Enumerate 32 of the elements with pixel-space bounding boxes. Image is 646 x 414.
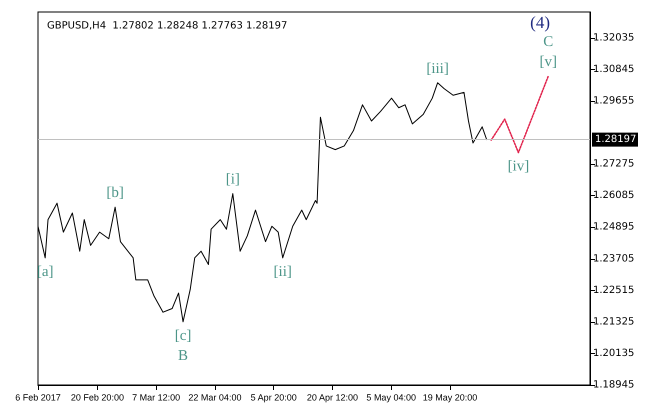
annotation: [v] <box>540 54 558 70</box>
x-tick-label: 22 Mar 04:00 <box>188 392 242 402</box>
ref-line-label: 1.28197 <box>595 134 636 146</box>
y-tick-label: 1.21325 <box>593 316 634 328</box>
annotation: [iv] <box>508 158 530 175</box>
y-tick-label: 1.29655 <box>593 95 634 106</box>
line-series <box>490 75 550 154</box>
y-tick-label: 1.23705 <box>593 253 634 264</box>
text: GBPUSD,H4 1.27802 1.28248 1.27763 1.28197 <box>47 20 288 32</box>
y-tick-label: 1.24895 <box>593 222 634 233</box>
y-tick-label: 1.22515 <box>593 284 634 296</box>
x-tick-label: 7 Mar 12:00 <box>132 392 180 402</box>
annotation: C <box>543 34 554 50</box>
annotation: B <box>178 348 188 364</box>
annotation: (4) <box>530 13 550 32</box>
y-tick-label: 1.18945 <box>593 380 634 390</box>
y-tick-label: 1.32035 <box>593 32 634 44</box>
annotation: [b] <box>106 185 124 202</box>
x-tick-label: 5 May 04:00 <box>366 392 416 402</box>
x-tick-label: 20 Apr 12:00 <box>306 392 358 402</box>
x-tick-label: 20 Feb 20:00 <box>70 392 124 402</box>
y-tick-label: 1.27275 <box>593 158 634 170</box>
annotation: [i] <box>226 172 240 188</box>
x-tick-label: 5 Apr 20:00 <box>250 392 297 402</box>
annotation: [iii] <box>426 60 449 77</box>
y-tick-label: 1.30845 <box>593 64 634 75</box>
y-tick-label: 1.26085 <box>593 190 634 202</box>
x-tick-label: 6 Feb 2017 <box>15 392 61 402</box>
x-tick-label: 19 May 20:00 <box>422 392 478 402</box>
annotation: [ii] <box>274 264 292 280</box>
y-tick-label: 1.20135 <box>593 348 634 359</box>
annotation: [c] <box>174 328 192 344</box>
